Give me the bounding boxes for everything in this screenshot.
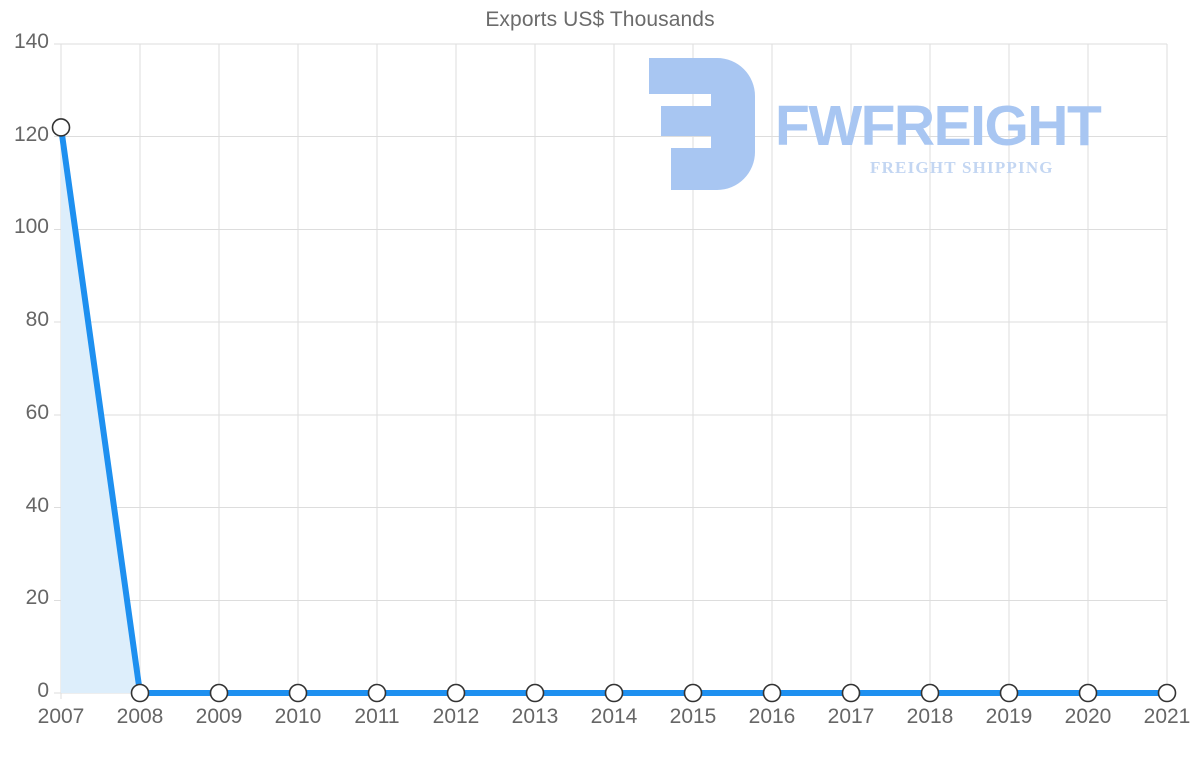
x-axis-tick-label: 2017 [827,705,875,728]
chart-title: Exports US$ Thousands [485,8,715,31]
x-axis-tick-label: 2021 [1143,705,1191,728]
x-axis-tick-label: 2019 [985,705,1033,728]
x-axis-tick-label: 2009 [195,705,243,728]
x-axis-tick-label: 2007 [37,705,85,728]
x-axis-tick-label: 2010 [274,705,322,728]
x-axis-tick-label: 2013 [511,705,559,728]
y-axis-tick-label: 140 [13,30,49,53]
x-axis-tick-label: 2012 [432,705,480,728]
y-axis-tick-label: 80 [25,308,49,332]
data-point-markers [51,118,1177,703]
y-axis-tick-label: 120 [13,122,49,146]
x-axis-tick-label: 2018 [906,705,954,728]
y-axis-tick-label: 20 [25,586,49,610]
y-axis-tick-label: 0 [37,679,49,702]
y-axis-tick-label: 40 [25,493,49,517]
x-axis-tick-label: 2016 [748,705,796,728]
x-axis-tick-label: 2014 [590,705,638,728]
x-axis-tick-label: 2008 [116,705,164,728]
grid-lines [54,43,1168,699]
x-axis-tick-label: 2020 [1064,705,1112,728]
y-axis-tick-label: 60 [25,400,49,424]
x-axis-tick-label: 2015 [669,705,717,728]
x-axis-tick-label: 2011 [354,705,400,728]
y-axis-tick-label: 100 [13,215,49,239]
